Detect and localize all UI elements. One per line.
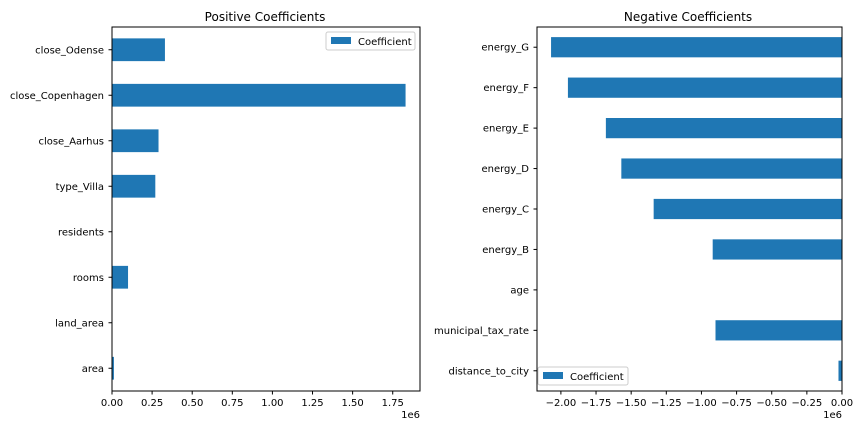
ticks-group: distance_to_city municipal_tax_rate age ene…	[434, 43, 853, 409]
x-tick-label: 1.75	[382, 398, 404, 409]
bar	[715, 320, 842, 341]
bar	[112, 38, 165, 62]
x-tick-label: −1.50	[616, 398, 647, 409]
y-tick-label: energy_D	[481, 164, 529, 175]
y-tick-label: energy_C	[482, 205, 529, 216]
x-tick-label: −1.25	[651, 398, 682, 409]
negative-coefficients-panel: Negative Coefficients distance_to_city mu…	[434, 10, 853, 421]
bars-group	[551, 37, 842, 381]
positive-coefficients-panel: Positive Coefficients area land_area rooms…	[10, 10, 421, 421]
legend-swatch	[543, 372, 563, 379]
y-tick-label: close_Copenhagen	[10, 91, 104, 102]
x-tick-label: −1.00	[686, 398, 717, 409]
x-tick-label: 0.00	[101, 398, 123, 409]
legend-box	[325, 31, 416, 51]
bars-group	[112, 38, 406, 380]
bar	[112, 83, 406, 107]
plot-frame	[111, 26, 421, 392]
ticks-group: area land_area rooms residents type_Villa clo…	[10, 45, 404, 409]
y-tick-label: residents	[58, 227, 104, 238]
bar	[621, 158, 842, 179]
bar	[712, 239, 842, 260]
y-tick-label: distance_to_city	[448, 366, 529, 377]
x-tick-label: −2.00	[546, 398, 577, 409]
y-tick-label: energy_G	[481, 43, 529, 54]
y-tick-label: rooms	[73, 273, 104, 284]
y-tick-label: type_Villa	[56, 182, 104, 193]
x-tick-label: −0.25	[792, 398, 823, 409]
legend-swatch	[331, 37, 351, 44]
y-tick-label: energy_F	[483, 83, 529, 94]
y-tick-label: municipal_tax_rate	[434, 326, 529, 337]
y-tick-label: age	[510, 285, 529, 296]
plot-frame	[536, 26, 843, 392]
bar	[838, 360, 842, 381]
x-tick-label: 0.50	[181, 398, 203, 409]
y-tick-label: close_Aarhus	[38, 136, 104, 147]
bar	[551, 37, 842, 58]
y-tick-label: energy_E	[483, 124, 529, 135]
chart-title: Positive Coefficients	[205, 10, 326, 24]
bar	[112, 265, 129, 289]
legend-label: Coefficient	[570, 372, 624, 383]
x-tick-label: −0.50	[756, 398, 787, 409]
x-tick-label: 1.25	[301, 398, 323, 409]
offset-text: 1e6	[823, 410, 842, 421]
legend-label: Coefficient	[358, 37, 412, 48]
x-tick-label: 0.25	[141, 398, 163, 409]
x-tick-label: 1.50	[341, 398, 363, 409]
y-tick-label: area	[82, 364, 104, 375]
bar	[112, 174, 156, 198]
bar	[112, 129, 159, 153]
legend-box	[537, 366, 629, 386]
x-tick-label: 1.00	[261, 398, 283, 409]
bar	[112, 356, 114, 380]
x-tick-label: −0.75	[721, 398, 752, 409]
x-tick-label: −1.75	[581, 398, 612, 409]
y-tick-label: close_Odense	[35, 45, 104, 56]
bar	[605, 118, 842, 139]
x-tick-label: 0.00	[831, 398, 853, 409]
legend: Coefficient	[325, 31, 416, 51]
offset-text: 1e6	[401, 410, 420, 421]
y-tick-label: land_area	[55, 318, 104, 329]
bar	[567, 77, 842, 98]
bar	[653, 198, 842, 220]
x-tick-label: 0.75	[221, 398, 243, 409]
y-tick-label: energy_B	[482, 245, 529, 256]
chart-title: Negative Coefficients	[624, 10, 752, 24]
legend: Coefficient	[537, 366, 629, 386]
